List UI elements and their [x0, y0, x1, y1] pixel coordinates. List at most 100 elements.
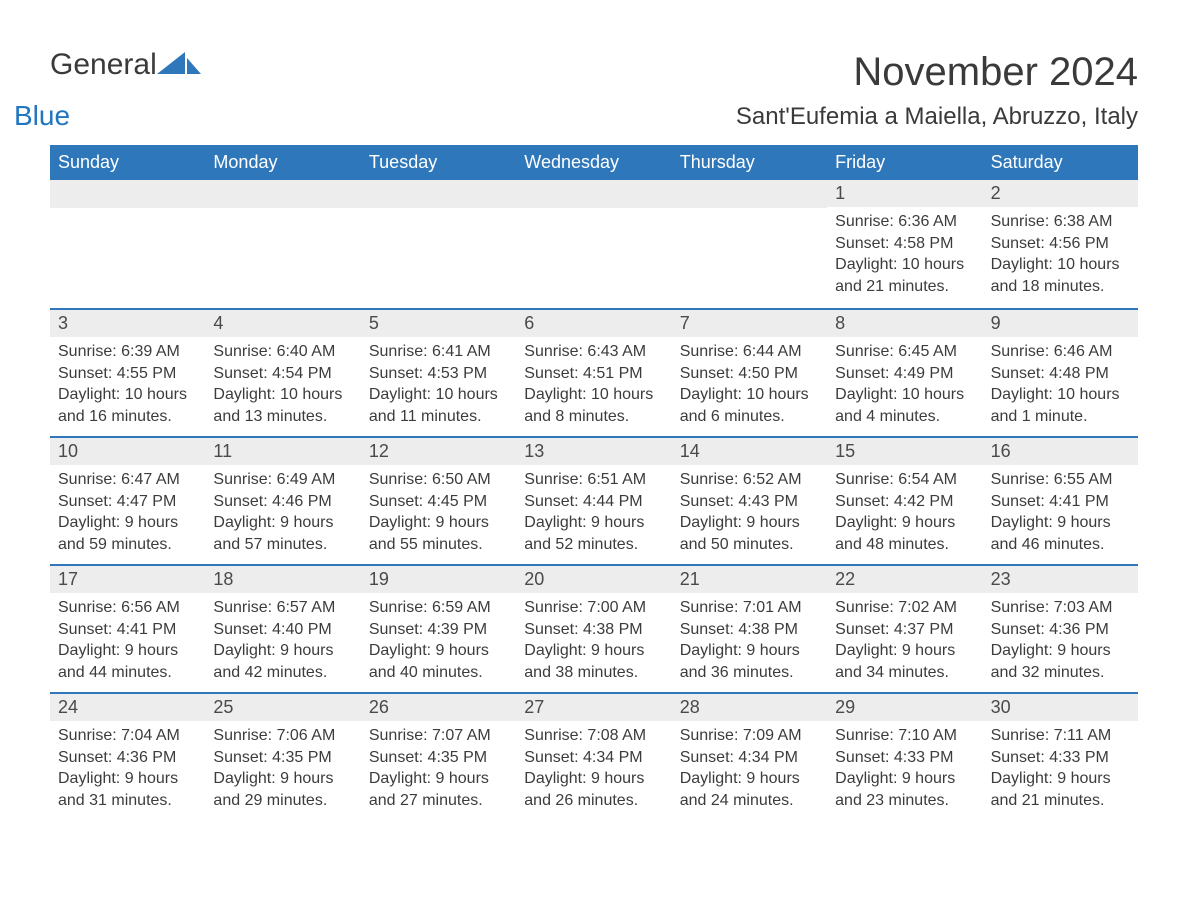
title-block: November 2024 Sant'Eufemia a Maiella, Ab…	[736, 50, 1138, 131]
sunset-text: Sunset: 4:51 PM	[524, 363, 663, 385]
daylight-text: Daylight: 10 hours and 21 minutes.	[835, 254, 974, 297]
day-details: Sunrise: 6:54 AMSunset: 4:42 PMDaylight:…	[827, 465, 982, 563]
day-details: Sunrise: 6:46 AMSunset: 4:48 PMDaylight:…	[983, 337, 1138, 435]
month-title: November 2024	[736, 50, 1138, 95]
day-details: Sunrise: 6:47 AMSunset: 4:47 PMDaylight:…	[50, 465, 205, 563]
daylight-text: Daylight: 9 hours and 44 minutes.	[58, 640, 197, 683]
day-cell: 30Sunrise: 7:11 AMSunset: 4:33 PMDayligh…	[983, 694, 1138, 820]
day-cell: 26Sunrise: 7:07 AMSunset: 4:35 PMDayligh…	[361, 694, 516, 820]
date-number: 2	[983, 180, 1138, 207]
daylight-text: Daylight: 9 hours and 29 minutes.	[213, 768, 352, 811]
day-details: Sunrise: 6:57 AMSunset: 4:40 PMDaylight:…	[205, 593, 360, 691]
date-number: 13	[516, 438, 671, 465]
day-details: Sunrise: 6:39 AMSunset: 4:55 PMDaylight:…	[50, 337, 205, 435]
day-cell	[516, 180, 671, 308]
date-number: 21	[672, 566, 827, 593]
sunrise-text: Sunrise: 6:38 AM	[991, 211, 1130, 233]
day-details: Sunrise: 7:01 AMSunset: 4:38 PMDaylight:…	[672, 593, 827, 691]
daylight-text: Daylight: 9 hours and 52 minutes.	[524, 512, 663, 555]
sunset-text: Sunset: 4:35 PM	[369, 747, 508, 769]
day-cell: 8Sunrise: 6:45 AMSunset: 4:49 PMDaylight…	[827, 310, 982, 436]
sunrise-text: Sunrise: 6:40 AM	[213, 341, 352, 363]
daylight-text: Daylight: 9 hours and 26 minutes.	[524, 768, 663, 811]
sunrise-text: Sunrise: 7:01 AM	[680, 597, 819, 619]
day-details: Sunrise: 6:49 AMSunset: 4:46 PMDaylight:…	[205, 465, 360, 563]
day-details: Sunrise: 6:41 AMSunset: 4:53 PMDaylight:…	[361, 337, 516, 435]
day-cell: 18Sunrise: 6:57 AMSunset: 4:40 PMDayligh…	[205, 566, 360, 692]
day-cell: 2Sunrise: 6:38 AMSunset: 4:56 PMDaylight…	[983, 180, 1138, 308]
day-cell: 22Sunrise: 7:02 AMSunset: 4:37 PMDayligh…	[827, 566, 982, 692]
day-cell	[50, 180, 205, 308]
empty-date-band	[361, 180, 516, 208]
day-details: Sunrise: 7:00 AMSunset: 4:38 PMDaylight:…	[516, 593, 671, 691]
sunrise-text: Sunrise: 6:41 AM	[369, 341, 508, 363]
sunrise-text: Sunrise: 7:00 AM	[524, 597, 663, 619]
date-number: 12	[361, 438, 516, 465]
sunrise-text: Sunrise: 6:51 AM	[524, 469, 663, 491]
location: Sant'Eufemia a Maiella, Abruzzo, Italy	[736, 103, 1138, 131]
day-header-cell: Monday	[205, 145, 360, 180]
date-number: 9	[983, 310, 1138, 337]
sunset-text: Sunset: 4:36 PM	[991, 619, 1130, 641]
sunrise-text: Sunrise: 7:08 AM	[524, 725, 663, 747]
sunrise-text: Sunrise: 6:49 AM	[213, 469, 352, 491]
date-number: 7	[672, 310, 827, 337]
daylight-text: Daylight: 9 hours and 27 minutes.	[369, 768, 508, 811]
date-number: 30	[983, 694, 1138, 721]
day-cell: 17Sunrise: 6:56 AMSunset: 4:41 PMDayligh…	[50, 566, 205, 692]
date-number: 27	[516, 694, 671, 721]
daylight-text: Daylight: 9 hours and 55 minutes.	[369, 512, 508, 555]
sunset-text: Sunset: 4:43 PM	[680, 491, 819, 513]
sunrise-text: Sunrise: 7:11 AM	[991, 725, 1130, 747]
sunset-text: Sunset: 4:39 PM	[369, 619, 508, 641]
day-cell: 1Sunrise: 6:36 AMSunset: 4:58 PMDaylight…	[827, 180, 982, 308]
week-row: 17Sunrise: 6:56 AMSunset: 4:41 PMDayligh…	[50, 564, 1138, 692]
empty-date-band	[205, 180, 360, 208]
day-details: Sunrise: 6:45 AMSunset: 4:49 PMDaylight:…	[827, 337, 982, 435]
daylight-text: Daylight: 9 hours and 48 minutes.	[835, 512, 974, 555]
day-details: Sunrise: 7:10 AMSunset: 4:33 PMDaylight:…	[827, 721, 982, 819]
sunset-text: Sunset: 4:38 PM	[680, 619, 819, 641]
sunrise-text: Sunrise: 6:57 AM	[213, 597, 352, 619]
sunset-text: Sunset: 4:48 PM	[991, 363, 1130, 385]
day-details: Sunrise: 6:40 AMSunset: 4:54 PMDaylight:…	[205, 337, 360, 435]
sunset-text: Sunset: 4:37 PM	[835, 619, 974, 641]
empty-date-band	[672, 180, 827, 208]
daylight-text: Daylight: 9 hours and 50 minutes.	[680, 512, 819, 555]
daylight-text: Daylight: 9 hours and 59 minutes.	[58, 512, 197, 555]
daylight-text: Daylight: 9 hours and 57 minutes.	[213, 512, 352, 555]
day-cell: 27Sunrise: 7:08 AMSunset: 4:34 PMDayligh…	[516, 694, 671, 820]
sunset-text: Sunset: 4:34 PM	[680, 747, 819, 769]
date-number: 4	[205, 310, 360, 337]
day-details: Sunrise: 6:52 AMSunset: 4:43 PMDaylight:…	[672, 465, 827, 563]
day-details: Sunrise: 7:06 AMSunset: 4:35 PMDaylight:…	[205, 721, 360, 819]
day-cell: 24Sunrise: 7:04 AMSunset: 4:36 PMDayligh…	[50, 694, 205, 820]
daylight-text: Daylight: 10 hours and 1 minute.	[991, 384, 1130, 427]
sunset-text: Sunset: 4:41 PM	[991, 491, 1130, 513]
date-number: 11	[205, 438, 360, 465]
day-details: Sunrise: 6:55 AMSunset: 4:41 PMDaylight:…	[983, 465, 1138, 563]
daylight-text: Daylight: 10 hours and 16 minutes.	[58, 384, 197, 427]
week-row: 24Sunrise: 7:04 AMSunset: 4:36 PMDayligh…	[50, 692, 1138, 820]
date-number: 1	[827, 180, 982, 207]
sunrise-text: Sunrise: 6:36 AM	[835, 211, 974, 233]
day-cell: 21Sunrise: 7:01 AMSunset: 4:38 PMDayligh…	[672, 566, 827, 692]
day-cell	[205, 180, 360, 308]
date-number: 24	[50, 694, 205, 721]
day-cell: 13Sunrise: 6:51 AMSunset: 4:44 PMDayligh…	[516, 438, 671, 564]
day-details: Sunrise: 7:02 AMSunset: 4:37 PMDaylight:…	[827, 593, 982, 691]
day-cell: 16Sunrise: 6:55 AMSunset: 4:41 PMDayligh…	[983, 438, 1138, 564]
day-header-cell: Saturday	[983, 145, 1138, 180]
day-details: Sunrise: 6:36 AMSunset: 4:58 PMDaylight:…	[827, 207, 982, 305]
sunset-text: Sunset: 4:49 PM	[835, 363, 974, 385]
sunrise-text: Sunrise: 6:44 AM	[680, 341, 819, 363]
logo: General Blue	[50, 50, 205, 112]
date-number: 15	[827, 438, 982, 465]
sunrise-text: Sunrise: 6:56 AM	[58, 597, 197, 619]
empty-date-band	[516, 180, 671, 208]
sunset-text: Sunset: 4:41 PM	[58, 619, 197, 641]
sunrise-text: Sunrise: 7:07 AM	[369, 725, 508, 747]
date-number: 3	[50, 310, 205, 337]
sunrise-text: Sunrise: 6:54 AM	[835, 469, 974, 491]
sunrise-text: Sunrise: 6:47 AM	[58, 469, 197, 491]
